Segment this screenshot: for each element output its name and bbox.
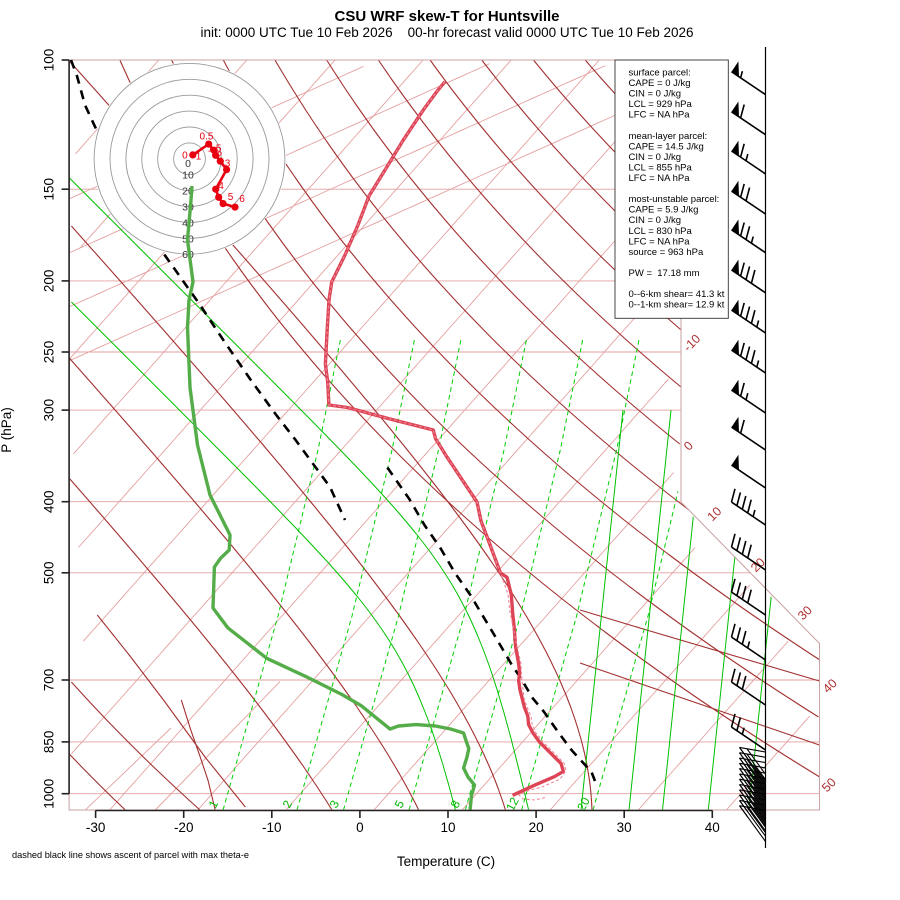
svg-text:30: 30 bbox=[182, 202, 194, 214]
svg-text:20: 20 bbox=[182, 186, 194, 198]
svg-text:850: 850 bbox=[42, 731, 57, 754]
svg-text:LCL = 929 hPa: LCL = 929 hPa bbox=[629, 99, 693, 110]
svg-text:500: 500 bbox=[42, 562, 57, 585]
svg-text:Temperature (C): Temperature (C) bbox=[397, 854, 495, 869]
svg-text:5: 5 bbox=[228, 192, 234, 203]
svg-text:CIN = 0 J/kg: CIN = 0 J/kg bbox=[629, 215, 682, 226]
svg-text:4: 4 bbox=[218, 181, 224, 192]
svg-text:0: 0 bbox=[185, 158, 191, 170]
svg-text:source = 963 hPa: source = 963 hPa bbox=[629, 247, 704, 258]
svg-text:CIN = 0 J/kg: CIN = 0 J/kg bbox=[629, 89, 682, 100]
svg-text:init: 0000 UTC Tue 10 Feb 2026: init: 0000 UTC Tue 10 Feb 2026 00-hr for… bbox=[200, 25, 693, 40]
svg-text:0: 0 bbox=[356, 820, 364, 835]
svg-text:LFC = NA hPa: LFC = NA hPa bbox=[629, 173, 691, 184]
svg-text:2: 2 bbox=[217, 151, 223, 162]
svg-text:1000: 1000 bbox=[42, 779, 57, 809]
svg-text:10: 10 bbox=[182, 170, 194, 182]
svg-text:LCL = 830 hPa: LCL = 830 hPa bbox=[629, 226, 693, 237]
svg-text:0--1-km shear= 12.9 kt: 0--1-km shear= 12.9 kt bbox=[629, 300, 725, 311]
svg-text:250: 250 bbox=[42, 341, 57, 364]
svg-text:700: 700 bbox=[42, 669, 57, 692]
svg-text:12: 12 bbox=[503, 795, 522, 814]
svg-text:LFC = NA hPa: LFC = NA hPa bbox=[629, 110, 691, 121]
svg-text:dashed black line shows ascent: dashed black line shows ascent of parcel… bbox=[12, 850, 249, 860]
svg-text:-10: -10 bbox=[262, 820, 282, 835]
svg-text:most-unstable parcel:: most-unstable parcel: bbox=[629, 194, 720, 205]
svg-text:CSU WRF skew-T for Huntsville: CSU WRF skew-T for Huntsville bbox=[334, 8, 559, 25]
svg-text:-20: -20 bbox=[174, 820, 194, 835]
svg-text:100: 100 bbox=[42, 49, 57, 72]
svg-text:150: 150 bbox=[42, 178, 57, 201]
svg-text:1.5: 1.5 bbox=[208, 144, 222, 155]
svg-text:20: 20 bbox=[529, 820, 544, 835]
svg-text:CAPE = 0 J/kg: CAPE = 0 J/kg bbox=[629, 78, 691, 89]
svg-text:PW = 17.18 mm: PW = 17.18 mm bbox=[629, 268, 700, 279]
svg-text:1: 1 bbox=[196, 152, 202, 163]
svg-text:300: 300 bbox=[42, 399, 57, 422]
svg-text:CIN = 0 J/kg: CIN = 0 J/kg bbox=[629, 152, 682, 163]
svg-text:CAPE = 14.5 J/kg: CAPE = 14.5 J/kg bbox=[629, 141, 704, 152]
svg-text:0.5: 0.5 bbox=[200, 132, 214, 143]
svg-text:surface parcel:: surface parcel: bbox=[629, 68, 691, 79]
svg-text:20: 20 bbox=[574, 795, 593, 814]
svg-text:3: 3 bbox=[225, 159, 231, 170]
svg-text:0: 0 bbox=[182, 151, 188, 162]
svg-text:200: 200 bbox=[42, 270, 57, 293]
svg-text:30: 30 bbox=[617, 820, 632, 835]
svg-text:-30: -30 bbox=[86, 820, 106, 835]
svg-text:0--6-km shear= 41.3 kt: 0--6-km shear= 41.3 kt bbox=[629, 289, 725, 300]
svg-text:mean-layer parcel:: mean-layer parcel: bbox=[629, 131, 708, 142]
svg-text:40: 40 bbox=[705, 820, 720, 835]
svg-text:P (hPa): P (hPa) bbox=[0, 407, 14, 453]
svg-text:LFC = NA hPa: LFC = NA hPa bbox=[629, 236, 691, 247]
svg-text:CAPE = 5.9 J/kg: CAPE = 5.9 J/kg bbox=[629, 205, 699, 216]
svg-text:LCL = 855 hPa: LCL = 855 hPa bbox=[629, 163, 693, 174]
svg-text:400: 400 bbox=[42, 490, 57, 513]
svg-text:6: 6 bbox=[239, 194, 245, 205]
svg-text:10: 10 bbox=[440, 820, 455, 835]
